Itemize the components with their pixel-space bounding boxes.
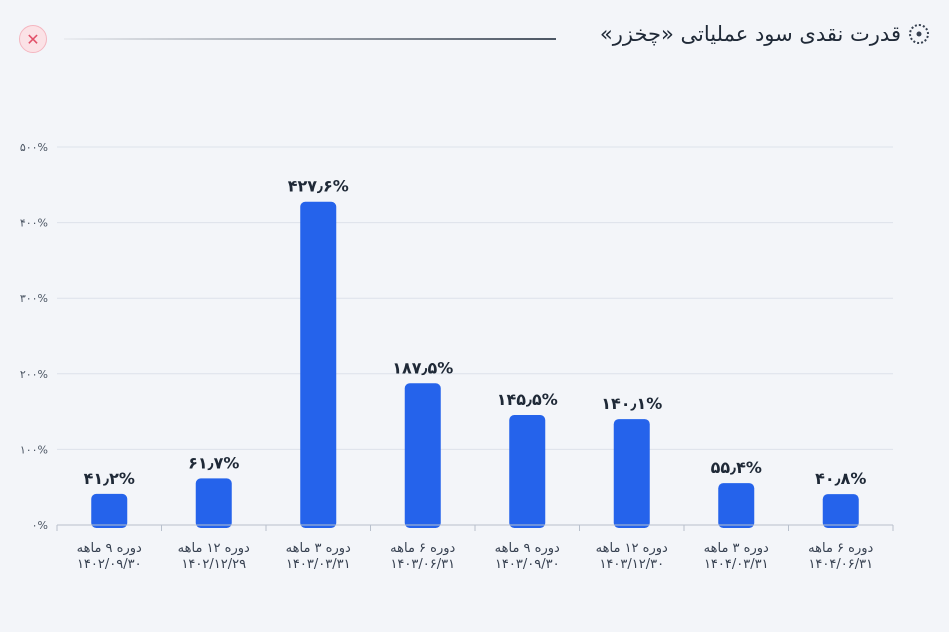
y-tick-label: ۲۰۰%: [20, 368, 48, 381]
bar[interactable]: [404, 383, 441, 528]
bar[interactable]: [509, 415, 546, 528]
bar[interactable]: [613, 419, 650, 528]
x-category-date: ۱۴۰۳/۰۳/۳۱: [286, 557, 351, 572]
data-label: ۵۵٫۴%: [711, 458, 762, 477]
data-label: ۱۴۰٫۱%: [601, 394, 662, 413]
x-category-date: ۱۴۰۴/۰۶/۳۱: [808, 557, 873, 572]
data-label: ۱۸۷٫۵%: [392, 358, 453, 377]
bar[interactable]: [91, 493, 128, 528]
bar[interactable]: [300, 201, 337, 528]
close-button[interactable]: ✕: [19, 25, 47, 53]
y-tick-label: ۵۰۰%: [20, 141, 48, 154]
x-category-date: ۱۴۰۳/۰۶/۳۱: [390, 557, 455, 572]
bars: [91, 201, 859, 528]
x-category-date: ۱۴۰۳/۱۲/۳۰: [599, 557, 664, 572]
x-category-period: دوره ۶ ماهه: [808, 541, 873, 556]
dotted-circle-icon: [909, 24, 929, 44]
x-category-period: دوره ۱۲ ماهه: [178, 541, 250, 556]
data-label: ۶۱٫۷%: [188, 453, 239, 472]
x-category-period: دوره ۹ ماهه: [495, 541, 560, 556]
data-labels: ۴۱٫۲% ۶۱٫۷% ۴۲۷٫۶% ۱۸۷٫۵% ۱۴۵٫۵% ۱۴۰٫۱% ۵۵٫۴% ۴…: [84, 177, 867, 488]
grid-lines: [57, 146, 893, 526]
x-category-period: دوره ۶ ماهه: [390, 541, 455, 556]
x-category-date: ۱۴۰۲/۱۲/۲۹: [181, 557, 246, 572]
y-tick-label: ۴۰۰%: [20, 217, 48, 230]
bar[interactable]: [822, 494, 859, 528]
x-category-date: ۱۴۰۴/۰۳/۳۱: [704, 557, 769, 572]
title-group: قدرت نقدی سود عملیاتی «چخزر»: [600, 22, 929, 46]
x-category-period: دوره ۳ ماهه: [704, 541, 769, 556]
data-label: ۱۴۵٫۵%: [497, 390, 558, 409]
y-axis-ticks: ۰% ۱۰۰% ۲۰۰% ۳۰۰% ۴۰۰% ۵۰۰%: [20, 141, 48, 532]
close-icon: ✕: [26, 29, 40, 49]
x-category-date: ۱۴۰۲/۰۹/۳۰: [77, 557, 142, 572]
chart-title: قدرت نقدی سود عملیاتی «چخزر»: [599, 22, 901, 46]
bar[interactable]: [195, 478, 232, 528]
data-label: ۴۲۷٫۶%: [288, 177, 349, 196]
x-category-period: دوره ۹ ماهه: [77, 541, 142, 556]
title-divider: [64, 38, 556, 40]
y-tick-label: ۱۰۰%: [20, 443, 48, 456]
x-category-period: دوره ۳ ماهه: [286, 541, 351, 556]
x-category-date: ۱۴۰۳/۰۹/۳۰: [495, 557, 560, 572]
chart-header: قدرت نقدی سود عملیاتی «چخزر» ✕: [0, 0, 949, 80]
bar[interactable]: [718, 483, 755, 528]
data-label: ۴۰٫۸%: [815, 469, 866, 488]
data-label: ۴۱٫۲%: [84, 469, 135, 488]
x-category-period: دوره ۱۲ ماهه: [596, 541, 668, 556]
y-tick-label: ۳۰۰%: [20, 292, 48, 305]
y-tick-label: ۰%: [32, 519, 48, 532]
